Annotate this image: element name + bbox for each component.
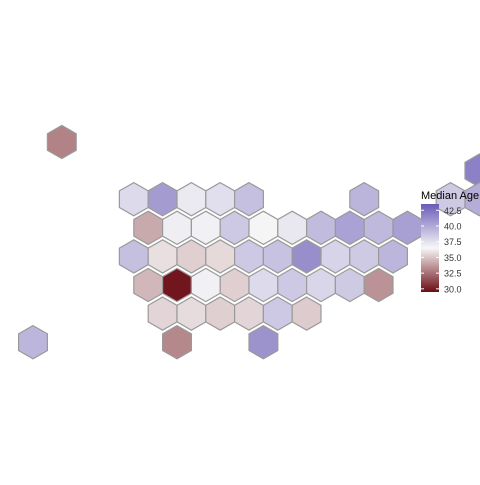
hex-cell [248,267,279,303]
hex-cell [234,239,264,274]
hex-cell [176,296,207,331]
hex-cell [334,210,365,246]
hex-cell [147,239,178,274]
hex-cell [306,210,336,246]
hex-cell [234,181,264,217]
hex-cell [18,324,49,360]
hex-cell [363,210,394,246]
hex-cell [46,124,77,160]
hex-cell [392,210,423,246]
legend-tick-label: 30.0 [444,284,462,294]
legend-title: Median Age [421,190,479,202]
hex-cells-layer [18,124,480,360]
hex-cell [363,267,394,303]
hex-cell [320,239,351,274]
hex-cell [291,296,322,331]
hex-cell [378,239,408,274]
legend-tick-label: 32.5 [444,269,462,279]
hex-cell [205,181,236,217]
hex-cell [118,239,149,274]
hex-cell [248,210,279,246]
hex-cell [176,239,207,274]
hex-cell [162,210,192,246]
hex-cell [277,267,308,303]
hex-cell [262,239,293,274]
hex-cell [118,181,149,217]
hex-cell [162,267,192,303]
hex-cell [176,181,207,217]
hex-cell [190,210,221,246]
legend-tick-label: 40.0 [444,222,462,232]
legend-tick-label: 37.5 [444,237,462,247]
hex-cell [219,267,250,303]
hex-cell [291,239,322,274]
hex-cell [234,296,264,331]
hex-cell [219,210,250,246]
hex-cell [133,267,164,303]
legend-tick-label: 35.0 [444,253,462,263]
hex-cell [277,210,308,246]
hex-cell [262,296,293,331]
hex-cell [147,296,178,331]
hex-cell [205,239,236,274]
hex-cell [162,324,192,360]
hex-cell [334,267,365,303]
hex-cell [248,324,279,360]
hex-cell [133,210,164,246]
legend-ticks: 42.5 40.0 37.5 35.0 32.5 30.0 [421,206,462,294]
legend-color-bar [421,204,439,292]
hex-cell [464,181,480,217]
hex-cell [464,153,480,188]
hex-cell [349,239,380,274]
hex-cell [306,267,336,303]
legend-tick-label: 42.5 [444,206,462,216]
hex-cell [205,296,236,331]
hex-cell [190,267,221,303]
color-legend: Median Age 42.5 40.0 37.5 35.0 32.5 30.0 [421,190,479,294]
hex-cell [147,181,178,217]
hex-cell [349,181,380,217]
